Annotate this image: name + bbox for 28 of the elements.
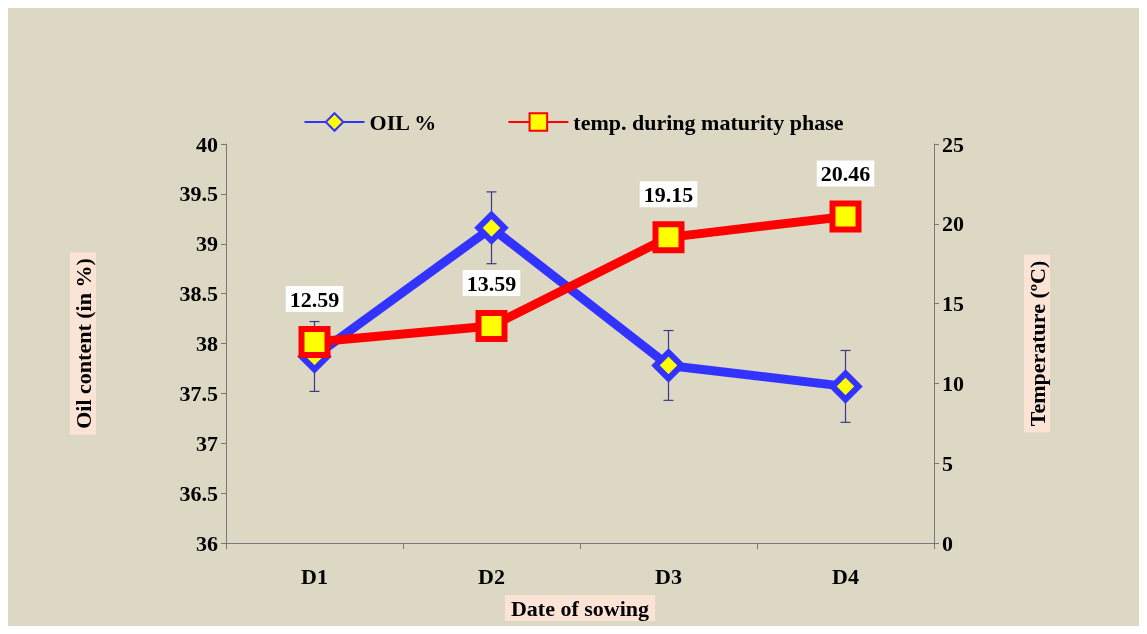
data-label: 19.15	[643, 181, 694, 207]
y2-tick-label: 5	[942, 450, 953, 476]
legend-label: OIL %	[369, 109, 437, 135]
y2-tick-label: 25	[942, 131, 964, 157]
y-tick-label: 37.5	[179, 380, 218, 406]
y-tick-label: 36.5	[179, 480, 218, 506]
data-label: 12.59	[289, 286, 340, 312]
x-axis-title: Date of sowing	[510, 595, 650, 621]
y2-tick-label: 15	[942, 291, 964, 317]
y-tick-label: 39.5	[179, 181, 218, 207]
y2-tick-label: 10	[942, 370, 964, 396]
y2-tick-label: 0	[942, 530, 953, 556]
y2-tick-label: 20	[942, 211, 964, 237]
y2-axis-title: Temperature (ºC)	[1024, 260, 1050, 427]
y-tick-label: 40	[196, 131, 218, 157]
legend-label: temp. during maturity phase	[573, 109, 844, 135]
y-tick-label: 38.5	[179, 281, 218, 307]
data-label: 13.59	[466, 270, 517, 296]
data-label: 20.46	[820, 160, 871, 186]
x-tick-label: D2	[478, 563, 505, 589]
x-tick-label: D1	[301, 563, 328, 589]
y-tick-label: 37	[196, 430, 218, 456]
x-tick-label: D3	[655, 563, 682, 589]
y-axis-title: Oil content (in %)	[70, 258, 96, 429]
x-tick-label: D4	[832, 563, 859, 589]
y-tick-label: 39	[196, 231, 218, 257]
y-tick-label: 36	[196, 530, 218, 556]
y-tick-label: 38	[196, 331, 218, 356]
